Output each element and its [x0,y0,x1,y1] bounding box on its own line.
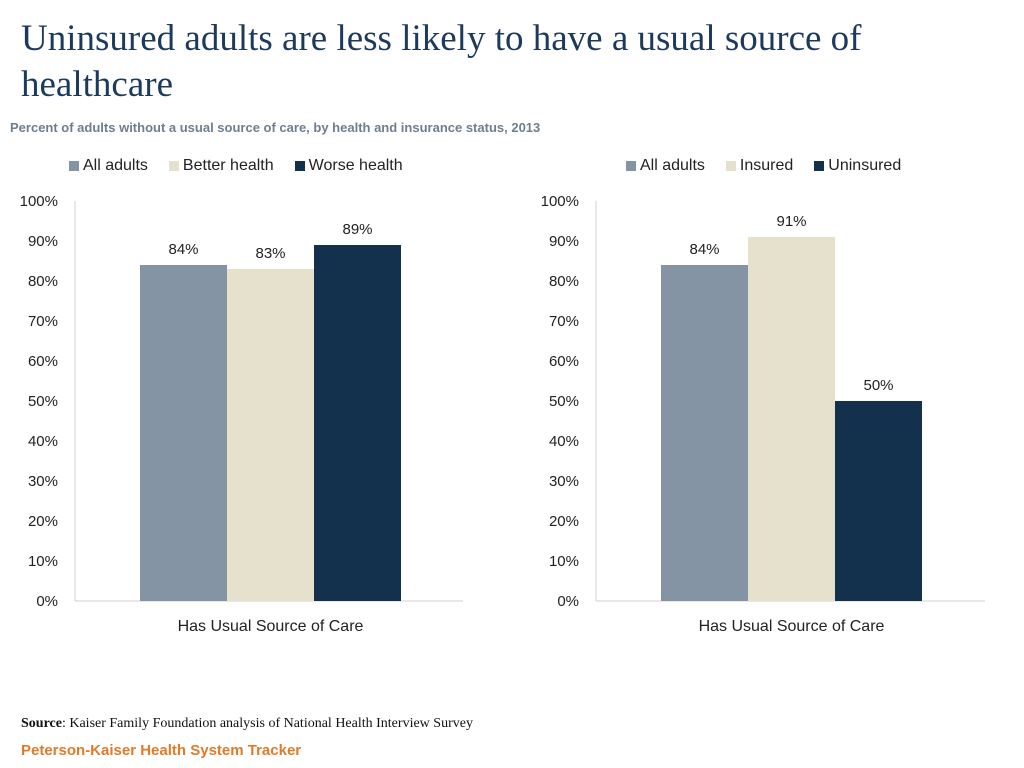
legend-swatch [294,161,305,171]
bar-uninsured [835,401,922,601]
legend-swatch [814,161,825,171]
charts-canvas: 0% 10% 20% 30% 40% 50% 60% 70% 80% 90% 100% 84% 83% 8… [20,193,985,635]
source-label: Source [21,716,62,731]
legend-item: Better health [168,157,274,175]
legend-swatch [168,161,179,171]
y-tick-label: 100% [541,193,579,210]
legend-swatch [626,161,636,171]
legend-label: All adults [640,157,705,174]
y-tick-label: 10% [28,553,58,570]
legend-label: Better health [182,157,274,174]
y-tick-label: 60% [549,353,579,370]
y-tick-label: 40% [549,433,579,450]
bar-all-adults [140,265,227,601]
page-title: Uninsured adults are less likely to have… [21,18,862,105]
bar-better-health [227,269,314,601]
legend-label: All adults [83,157,148,174]
legend-swatch [725,161,736,171]
bar-all-adults [661,265,748,601]
y-tick-label: 40% [28,433,58,450]
y-tick-label: 80% [549,273,579,290]
y-tick-label: 80% [28,273,58,290]
chart-subtitle: Percent of adults without a usual source… [10,120,541,135]
data-label: 91% [776,213,806,230]
legend-swatch [69,161,79,171]
legend-label: Insured [739,157,794,174]
data-label: 84% [689,241,719,258]
source-note: Source: Kaiser Family Foundation analysi… [21,716,473,732]
y-tick-label: 100% [20,193,58,210]
legend-left-chart: All adults Better health Worse health [69,156,424,176]
x-category-label: Has Usual Source of Care [699,618,885,635]
legend-right-chart: All adults Insured Uninsured [626,156,922,176]
chart-insurance-status: 0% 10% 20% 30% 40% 50% 60% 70% 80% 90% 100% 84% 91% 5… [541,193,985,635]
x-category-label: Has Usual Source of Care [178,618,364,635]
footer-brand: Peterson-Kaiser Health System Tracker [21,742,302,759]
data-label: 89% [342,221,372,238]
y-tick-label: 20% [28,513,58,530]
legend-item: Worse health [294,157,403,175]
y-tick-label: 0% [557,593,579,610]
data-label: 50% [863,377,893,394]
legend-item: Uninsured [814,157,901,175]
y-tick-label: 90% [549,233,579,250]
legend-item: Insured [725,157,794,175]
legend-item: All adults [69,157,148,175]
y-tick-label: 10% [549,553,579,570]
data-label: 83% [255,245,285,262]
source-text: : Kaiser Family Foundation analysis of N… [61,716,473,731]
y-tick-label: 50% [549,393,579,410]
y-tick-label: 20% [549,513,579,530]
legend-label: Worse health [308,157,403,174]
legend-label: Uninsured [828,157,902,174]
chart-health-status: 0% 10% 20% 30% 40% 50% 60% 70% 80% 90% 100% 84% 83% 8… [20,193,463,635]
legend-item: All adults [626,157,705,175]
bar-worse-health [314,245,401,601]
bar-insured [748,237,835,601]
y-tick-label: 70% [28,313,58,330]
y-tick-label: 50% [28,393,58,410]
y-tick-label: 0% [36,593,58,610]
y-tick-label: 30% [549,473,579,490]
y-tick-label: 90% [28,233,58,250]
y-tick-label: 70% [549,313,579,330]
y-tick-label: 60% [28,353,58,370]
y-tick-label: 30% [28,473,58,490]
data-label: 84% [168,241,198,258]
